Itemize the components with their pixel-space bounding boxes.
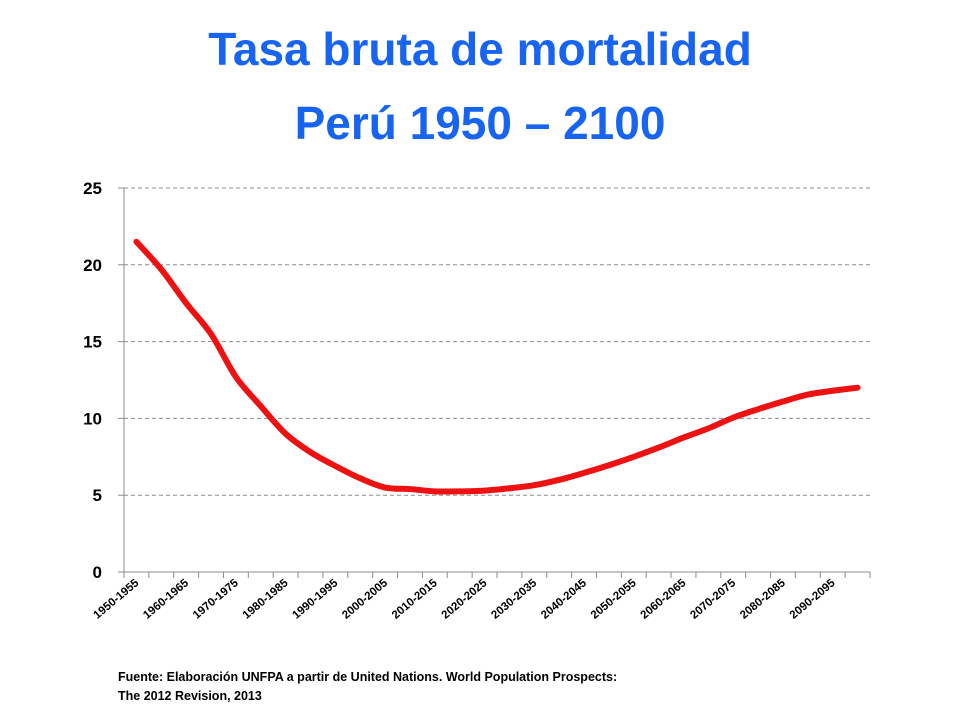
x-tick-label: 2030-2035 [489, 577, 539, 622]
source-line-2: The 2012 Revision, 2013 [118, 689, 262, 703]
y-tick-label: 10 [83, 409, 102, 428]
x-tick-label: 1960-1965 [141, 577, 191, 622]
x-tick-label: 2090-2095 [788, 577, 838, 622]
x-tick-label: 2010-2015 [390, 577, 440, 622]
x-tick-label: 2020-2025 [440, 577, 490, 622]
x-tick-label: 1990-1995 [290, 577, 340, 622]
x-tick-label: 2080-2085 [738, 577, 788, 622]
chart-subtitle: Perú 1950 – 2100 [294, 97, 666, 149]
x-tick-label: 1980-1985 [241, 577, 291, 622]
y-tick-label: 0 [93, 563, 102, 582]
source-note: Fuente: Elaboración UNFPA a partir de Un… [118, 668, 617, 706]
x-tick-label: 2060-2065 [639, 577, 689, 622]
x-tick-label: 1970-1975 [191, 577, 241, 622]
chart-title: Tasa bruta de mortalidad [208, 23, 752, 75]
x-tick-label: 2070-2075 [688, 577, 738, 622]
series-line [133, 238, 861, 495]
x-tick-label: 2050-2055 [589, 577, 639, 622]
source-line-1: Fuente: Elaboración UNFPA a partir de Un… [118, 670, 618, 684]
x-tick-label: 1950-1955 [92, 577, 142, 622]
y-tick-label: 25 [83, 179, 102, 198]
y-tick-label: 20 [83, 256, 102, 275]
y-tick-label: 5 [93, 486, 102, 505]
x-tick-label: 2000-2005 [340, 577, 390, 622]
y-tick-label: 15 [83, 333, 102, 352]
x-tick-label: 2040-2045 [539, 577, 589, 622]
